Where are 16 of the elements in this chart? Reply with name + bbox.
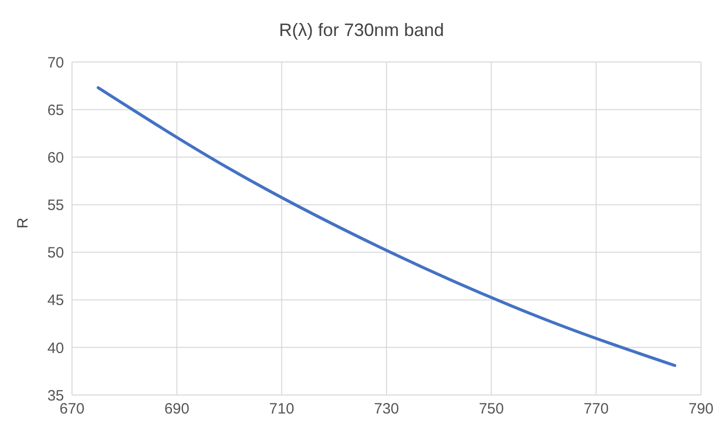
y-tick-label: 45 (47, 292, 64, 310)
y-axis-title: R (14, 218, 32, 228)
y-tick-label: 65 (47, 102, 64, 119)
y-tick-label: 60 (47, 149, 64, 166)
x-tick-label: 730 (374, 400, 400, 418)
x-tick-label: 790 (688, 400, 714, 418)
y-tick-label: 40 (47, 340, 64, 357)
y-tick-label: 50 (47, 244, 64, 262)
x-tick-label: 690 (164, 400, 190, 418)
chart-title: R(λ) for 730nm band (278, 20, 446, 41)
x-tick-label: 750 (478, 400, 504, 418)
line-series (96, 86, 676, 368)
y-tick-label: 55 (47, 197, 64, 214)
y-tick-label: 70 (47, 54, 64, 72)
x-tick-label: 770 (584, 400, 609, 418)
x-tick-label: 710 (269, 400, 294, 418)
